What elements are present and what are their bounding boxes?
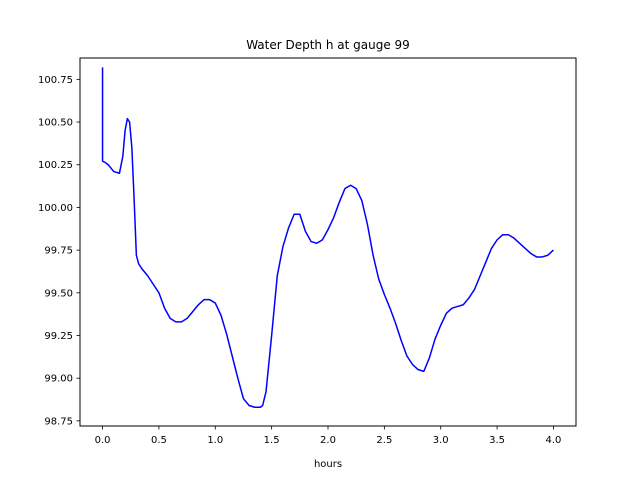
y-tick-label: 98.75: [44, 416, 73, 427]
y-tick-label: 99.00: [44, 374, 73, 385]
y-tick-label: 99.50: [44, 288, 73, 299]
x-tick-label: 1.0: [207, 435, 223, 446]
chart-title: Water Depth h at gauge 99: [246, 38, 410, 52]
x-axis-title: hours: [314, 459, 342, 470]
y-tick-label: 100.75: [38, 75, 73, 86]
x-tick-label: 0.5: [151, 435, 167, 446]
y-tick-label: 99.25: [44, 331, 73, 342]
y-tick-label: 100.00: [38, 203, 73, 214]
series-line-0: [101, 67, 554, 408]
x-tick-label: 2.5: [376, 435, 392, 446]
x-tick-label: 3.5: [489, 435, 505, 446]
x-tick-label: 0.0: [95, 435, 111, 446]
y-tick-label: 100.50: [38, 118, 73, 129]
x-tick-label: 2.0: [320, 435, 336, 446]
x-tick-label: 4.0: [546, 435, 562, 446]
x-axis-ticks: 0.0 0.5 1.0 1.5 2.0 2.5 3.0 3.5 4.0: [95, 426, 562, 446]
x-tick-label: 1.5: [264, 435, 280, 446]
y-axis-ticks: 98.75 99.00 99.25 99.50 99.75 100.00 100.25 100…: [38, 75, 80, 427]
y-tick-label: 99.75: [44, 246, 73, 257]
x-tick-label: 3.0: [433, 435, 449, 446]
series-layer: [101, 67, 554, 408]
plot-frame: [79, 57, 577, 427]
y-tick-label: 100.25: [38, 160, 73, 171]
